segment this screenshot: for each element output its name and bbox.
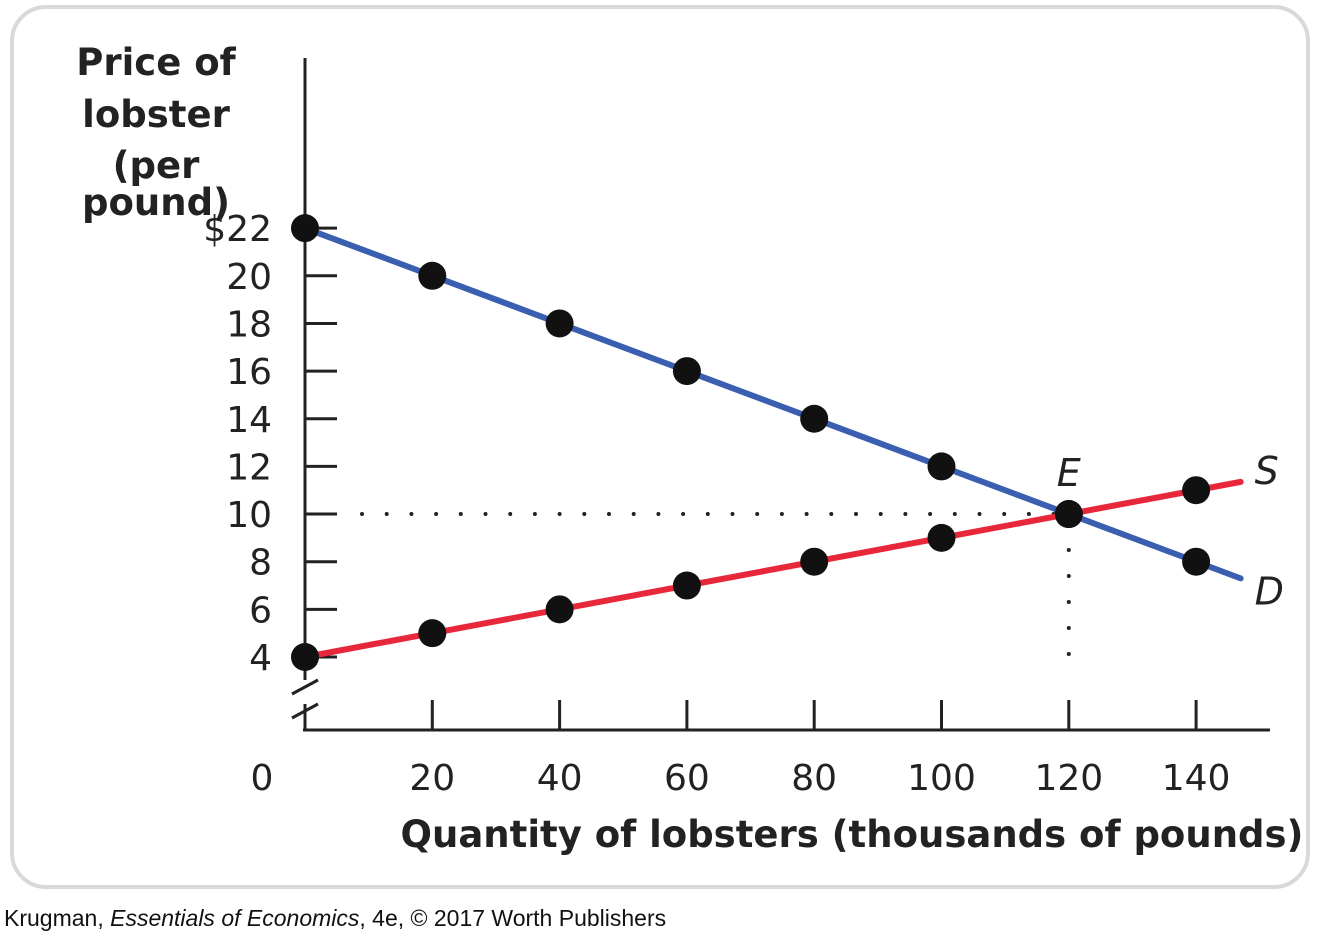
y-tick-label: 6 [249, 590, 272, 631]
series-line-D [302, 225, 1244, 582]
data-point-D [1182, 547, 1211, 576]
y-tick-label: 14 [226, 400, 272, 441]
credit-book: Essentials of Economics [110, 905, 360, 931]
data-point-D [291, 214, 319, 243]
y-tick-label: 20 [226, 257, 272, 298]
data-point-S [418, 619, 447, 648]
data-point-D [418, 261, 447, 290]
data-point-D [545, 309, 574, 338]
credit-line: Krugman, Essentials of Economics, 4e, © … [4, 905, 666, 932]
x-tick-label: 40 [537, 758, 583, 799]
credit-rest: , 4e, © 2017 Worth Publishers [359, 905, 667, 931]
series-label-D: D [1255, 569, 1284, 613]
data-point-S [800, 547, 829, 576]
tick-labels: $22 20 18 16 14 12 10 8 6 4 20 40 60 80 100 120 140 0 D S E [203, 209, 1284, 799]
data-point-D [672, 357, 701, 386]
x-tick-label: 140 [1162, 758, 1231, 799]
data-point-S [545, 595, 574, 624]
series-lines [302, 225, 1244, 660]
data-point-D [800, 404, 829, 433]
data-point-D [927, 452, 956, 481]
y-axis-label-line-3: (per pound) [82, 144, 230, 224]
y-tick-label: 10 [226, 495, 272, 536]
series-label-S: S [1255, 449, 1279, 493]
series-line-S [302, 478, 1244, 660]
data-point-S [291, 643, 319, 671]
data-point-S [672, 571, 701, 600]
y-tick-label: 8 [249, 543, 272, 584]
x-origin-label: 0 [251, 758, 274, 799]
y-axis-break-mark [291, 678, 319, 696]
data-point-S [1182, 476, 1211, 505]
x-tick-label: 20 [409, 758, 455, 799]
x-tick-label: 60 [664, 758, 710, 799]
y-tick-label: $22 [203, 209, 272, 250]
credit-author: Krugman, [4, 905, 111, 931]
equilibrium-label: E [1057, 451, 1081, 495]
data-point-S [1054, 500, 1083, 529]
x-tick-label: 80 [791, 758, 837, 799]
y-tick-label: 16 [226, 352, 272, 393]
y-tick-label: 12 [226, 447, 272, 488]
y-tick-label: 4 [249, 638, 272, 679]
x-tick-label: 100 [907, 758, 976, 799]
equilibrium-guides [360, 512, 1071, 678]
y-tick-label: 18 [226, 304, 272, 345]
y-axis-break-mark [291, 702, 319, 720]
data-point-S [927, 523, 956, 552]
x-axis-label: Quantity of lobsters (thousands of pound… [401, 813, 1304, 856]
y-axis-label-line-2: lobster [82, 93, 230, 136]
x-tick-label: 120 [1034, 758, 1103, 799]
data-points [291, 214, 1211, 671]
y-axis-label-line-1: Price of [76, 41, 236, 84]
chart-panel [10, 5, 1310, 889]
